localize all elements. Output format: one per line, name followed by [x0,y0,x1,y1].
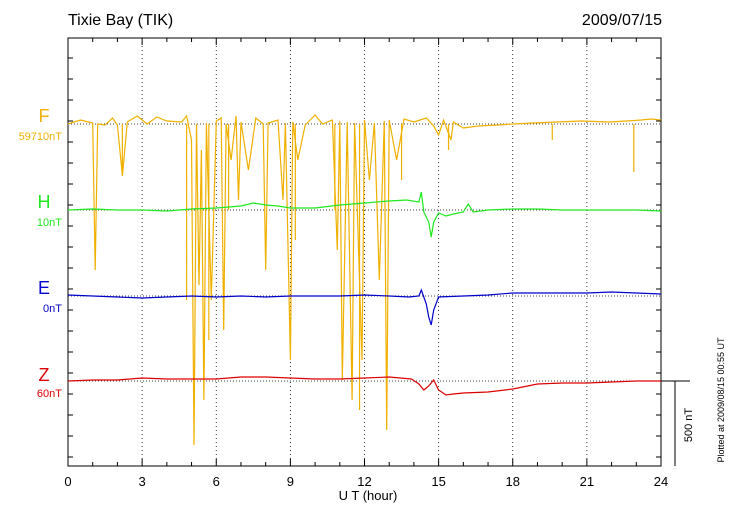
x-tick-label: 15 [431,474,445,489]
series-line-Z [67,376,661,396]
channel-baseline-H: 10nT [37,217,62,229]
x-tick-label: 6 [213,474,220,489]
channel-label-H: H [38,192,51,212]
series-line-E [67,288,662,326]
x-tick-label: 12 [357,474,371,489]
channel-baseline-E: 0nT [43,303,62,315]
plot-area [67,37,662,467]
x-tick-label: 0 [64,474,71,489]
x-tick-labels: 0 3 6 9 12 15 18 21 24 [64,474,668,489]
channel-baseline-Z: 60nT [37,388,62,400]
channel-baseline-F: 59710nT [19,131,63,143]
grid [68,38,661,466]
x-tick-label: 24 [654,474,668,489]
scale-bar-label: 500 nT [683,408,695,443]
tick-marks [67,38,662,466]
series-line-F [67,114,662,446]
series-line-H [67,191,662,238]
x-tick-label: 18 [506,474,520,489]
chart-date: 2009/07/15 [582,12,662,29]
channel-label-E: E [38,278,50,298]
x-tick-label: 21 [580,474,594,489]
channel-labels: F 59710nT H 10nT E 0nT Z 60nT [19,106,63,400]
scale-bar: 500 nT [661,380,695,466]
channel-label-Z: Z [39,365,50,385]
plotted-note: Plotted at 2009/08/15 00:55 UT [716,337,726,463]
x-tick-label: 9 [287,474,294,489]
station-title: Tixie Bay (TIK) [68,12,173,29]
series-lines [67,114,662,446]
x-axis-label: U T (hour) [339,488,398,503]
x-tick-label: 3 [139,474,146,489]
channel-label-F: F [39,106,50,126]
